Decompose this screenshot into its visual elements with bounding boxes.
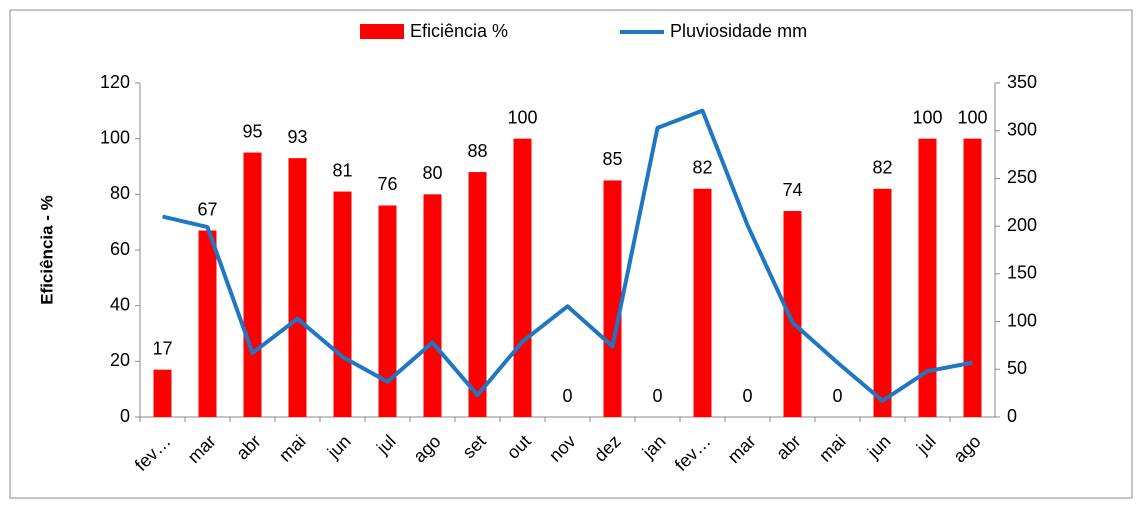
y-tick-label: 20 xyxy=(110,350,130,370)
bar xyxy=(378,205,397,417)
y-tick-label: 100 xyxy=(100,127,130,147)
legend-label: Eficiência % xyxy=(410,21,508,41)
bar-value-label: 95 xyxy=(242,121,262,141)
y-tick-label: 60 xyxy=(110,239,130,259)
bar-value-label: 17 xyxy=(152,338,172,358)
bar xyxy=(243,152,262,418)
bar xyxy=(288,158,307,417)
y2-tick-label: 350 xyxy=(1007,72,1037,92)
bar-value-label: 0 xyxy=(562,386,572,406)
y2-tick-label: 150 xyxy=(1007,263,1037,283)
bar-value-label: 0 xyxy=(742,386,752,406)
bar xyxy=(423,194,442,417)
bar-value-label: 100 xyxy=(957,107,987,127)
y2-tick-label: 250 xyxy=(1007,167,1037,187)
legend-label: Pluviosidade mm xyxy=(670,21,807,41)
bar xyxy=(963,138,982,417)
line xyxy=(162,108,973,403)
y-tick-label: 120 xyxy=(100,72,130,92)
bar xyxy=(873,188,892,417)
bar xyxy=(198,230,217,417)
y2-tick-label: 0 xyxy=(1007,406,1017,426)
bar xyxy=(603,180,622,417)
y-tick-label: 40 xyxy=(110,294,130,314)
bar-value-label: 82 xyxy=(692,158,712,178)
bar xyxy=(153,369,172,417)
y2-tick-label: 300 xyxy=(1007,119,1037,139)
bar xyxy=(468,172,487,417)
bar xyxy=(333,191,352,417)
bar-value-label: 82 xyxy=(872,158,892,178)
bar-value-label: 88 xyxy=(467,141,487,161)
bar-value-label: 80 xyxy=(422,163,442,183)
bar xyxy=(693,188,712,417)
bar-value-label: 85 xyxy=(602,149,622,169)
y-tick-label: 0 xyxy=(120,406,130,426)
bar-value-label: 100 xyxy=(912,107,942,127)
bar-value-label: 0 xyxy=(832,386,842,406)
y2-tick-label: 50 xyxy=(1007,358,1027,378)
y-axis-label: Eficiência - % xyxy=(37,195,56,305)
y2-tick-label: 100 xyxy=(1007,310,1037,330)
bar xyxy=(783,211,802,417)
bar-value-label: 67 xyxy=(197,199,217,219)
bar xyxy=(918,138,937,417)
y-tick-label: 80 xyxy=(110,183,130,203)
bar-value-label: 81 xyxy=(332,160,352,180)
bar-value-label: 74 xyxy=(782,180,802,200)
bar-value-label: 93 xyxy=(287,127,307,147)
bar-value-label: 100 xyxy=(507,107,537,127)
bar xyxy=(513,138,532,417)
y2-tick-label: 200 xyxy=(1007,215,1037,235)
bar-value-label: 0 xyxy=(652,386,662,406)
legend-swatch xyxy=(360,24,404,39)
bar-value-label: 76 xyxy=(377,174,397,194)
